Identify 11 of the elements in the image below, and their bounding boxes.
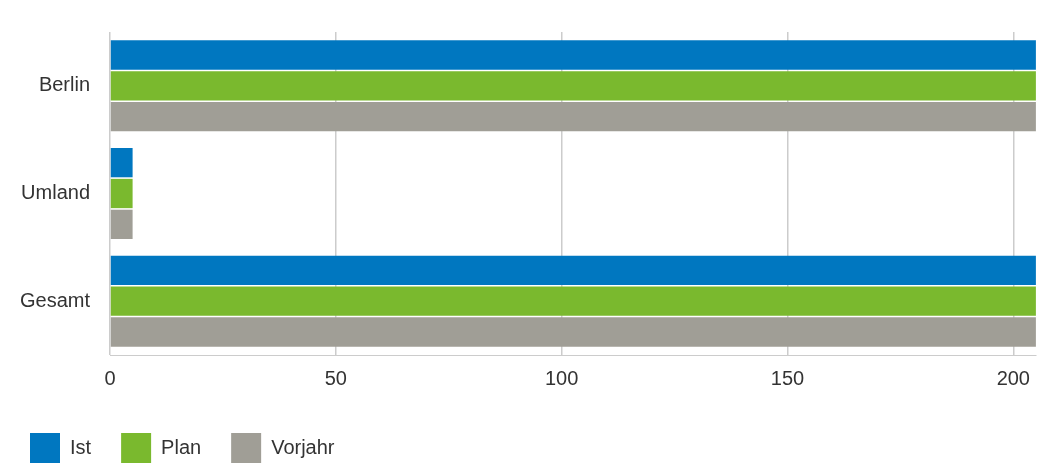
x-tick-label: 50: [324, 366, 347, 389]
x-tick-label: 150: [770, 366, 805, 389]
legend-label: Ist: [70, 435, 92, 458]
y-tick-label: Berlin: [38, 73, 91, 96]
x-tick-label: 200: [996, 366, 1030, 389]
x-tick-label: 0: [104, 366, 116, 389]
legend-label: Vorjahr: [271, 435, 335, 458]
x-tick-label: 100: [544, 366, 579, 389]
y-tick-label: Gesamt: [19, 288, 91, 311]
y-tick-label: Umland: [21, 181, 91, 204]
legend-label: Plan: [161, 435, 202, 458]
